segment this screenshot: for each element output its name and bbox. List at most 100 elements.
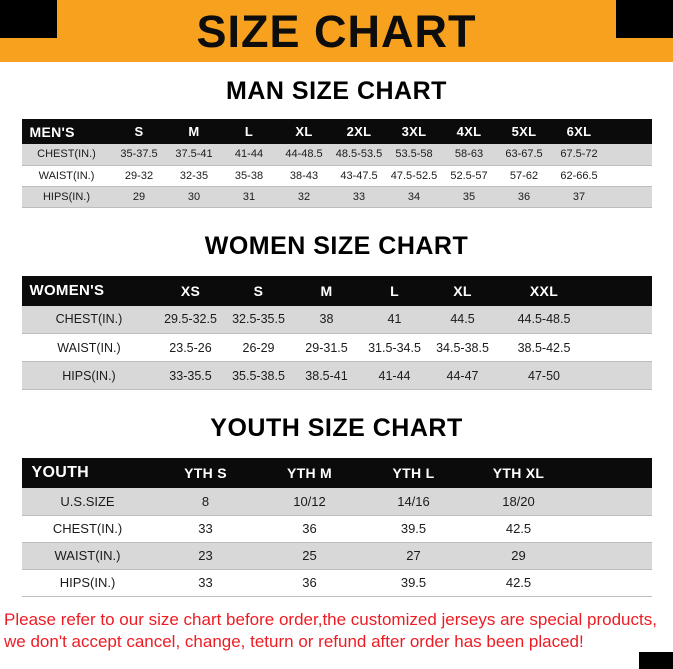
table-row: WAIST(IN.) 23 25 27 29 [21,542,652,569]
row-label: HIPS(IN.) [59,575,116,590]
column-header: XL [276,119,332,144]
row-label: HIPS(IN.) [62,368,116,383]
cell-value: 44.5 [450,312,475,327]
cell-value: 35-38 [234,169,264,182]
women-size-chart-section: WOMEN SIZE CHART WOMEN'S XS S M L XL XXL CHEST(… [0,232,673,391]
corner-decoration-top-right [616,0,673,38]
cell-value: 53.5-58 [395,148,433,161]
banner: SIZE CHART [0,0,673,62]
cell-value: 39.5 [400,521,427,536]
cell-value: 41-44 [378,368,411,383]
table-row: HIPS(IN.) 33-35.5 35.5-38.5 38.5-41 41-44 44-… [21,361,652,390]
cell-value: 37.5-41 [175,148,213,161]
cell-value: 26-29 [242,340,275,355]
column-header: YTH L [361,458,466,488]
cell-value: 8 [201,493,210,509]
cell-value: 33 [198,521,213,536]
cell-value: 23.5-26 [169,340,212,355]
cell-value: 32-35 [179,169,209,182]
cell-value: 23 [198,548,213,563]
cell-value: 10/12 [293,493,326,509]
column-header: M [166,119,222,144]
youth-size-chart-title: YOUTH SIZE CHART [210,414,463,442]
cell-value: 18/20 [502,493,535,509]
cell-value: 47.5-52.5 [390,169,438,182]
womens-size-table: WOMEN'S XS S M L XL XXL CHEST(IN.) 29.5-32.5 32.5… [21,275,652,391]
row-label: CHEST(IN.) [52,521,123,536]
cell-value: 34.5-38.5 [436,340,489,355]
cell-value: 25 [302,548,317,563]
cell-value: 44-47 [446,368,479,383]
column-header: YTH XL [465,458,652,488]
column-header: XXL [496,275,652,306]
column-header: L [360,275,429,306]
column-header: 3XL [386,119,442,144]
table-corner-header: MEN'S [21,119,112,144]
cell-value: 31.5-34.5 [368,340,421,355]
row-label: CHEST(IN.) [55,312,123,327]
order-notice: Please refer to our size chart before or… [4,609,667,654]
man-size-chart-section: MAN SIZE CHART MEN'S S M L XL 2XL 3XL 4XL 5XL 6XL… [0,77,673,208]
column-header: S [111,119,167,144]
cell-value: 34 [407,190,421,203]
cell-value: 36 [302,521,317,536]
cell-value: 38.5-42.5 [517,340,571,355]
column-header: L [221,119,277,144]
table-header-row: MEN'S S M L XL 2XL 3XL 4XL 5XL 6XL [21,119,652,144]
table-row: U.S.SIZE 8 10/12 14/16 18/20 [21,488,652,515]
corner-decoration-top-left [0,0,57,38]
table-header-row: YOUTH YTH S YTH M YTH L YTH XL [21,458,652,488]
cell-value: 42.5 [505,521,532,536]
cell-value: 44-48.5 [285,148,323,161]
row-label: WAIST(IN.) [54,548,121,563]
cell-value: 38 [319,312,334,327]
table-row: CHEST(IN.) 29.5-32.5 32.5-35.5 38 41 44.5 44.5… [21,305,652,334]
table-row: CHEST(IN.) 33 36 39.5 42.5 [21,515,652,542]
cell-value: 29.5-32.5 [164,312,217,327]
cell-value: 62-66.5 [560,169,598,182]
table-row: CHEST(IN.) 35-37.5 37.5-41 41-44 44-48.5 48.5… [21,144,652,165]
man-size-chart-title: MAN SIZE CHART [226,77,447,105]
table-corner-header: YOUTH [21,458,154,488]
cell-value: 41 [387,312,402,327]
cell-value: 43-47.5 [340,169,378,182]
cell-value: 42.5 [505,575,532,590]
youth-size-table: YOUTH YTH S YTH M YTH L YTH XL U.S.SIZE 8 10/12… [21,458,652,597]
notice-line-2: we don't accept cancel, change, teturn o… [4,631,584,651]
cell-value: 37 [572,190,586,203]
cell-value: 32 [297,190,311,203]
table-row: HIPS(IN.) 29 30 31 32 33 34 35 36 37 [21,186,652,207]
column-header: YTH M [257,458,362,488]
mens-size-table: MEN'S S M L XL 2XL 3XL 4XL 5XL 6XL CHEST(IN.) 35-37… [21,119,652,208]
row-label: WAIST(IN.) [38,169,95,182]
column-header: S [224,275,293,306]
cell-value: 35-37.5 [120,148,158,161]
cell-value: 48.5-53.5 [335,148,383,161]
column-header: 5XL [496,119,552,144]
cell-value: 44.5-48.5 [517,312,571,327]
corner-decoration-bottom-right [639,652,673,669]
page-title: SIZE CHART [196,5,477,57]
column-header: M [292,275,361,306]
cell-value: 36 [302,575,317,590]
column-header: YTH S [153,458,258,488]
column-header: 4XL [441,119,497,144]
cell-value: 29-31.5 [305,340,348,355]
cell-value: 29 [511,548,526,563]
cell-value: 63-67.5 [505,148,543,161]
cell-value: 31 [242,190,256,203]
cell-value: 38-43 [289,169,319,182]
cell-value: 39.5 [400,575,427,590]
row-label: WAIST(IN.) [57,340,121,355]
cell-value: 30 [187,190,201,203]
cell-value: 33 [352,190,366,203]
cell-value: 35.5-38.5 [232,368,285,383]
cell-value: 29-32 [124,169,154,182]
cell-value: 41-44 [234,148,264,161]
cell-value: 57-62 [509,169,539,182]
cell-value: 35 [462,190,476,203]
row-label: U.S.SIZE [60,493,115,509]
cell-value: 36 [517,190,531,203]
row-label: HIPS(IN.) [42,190,91,203]
